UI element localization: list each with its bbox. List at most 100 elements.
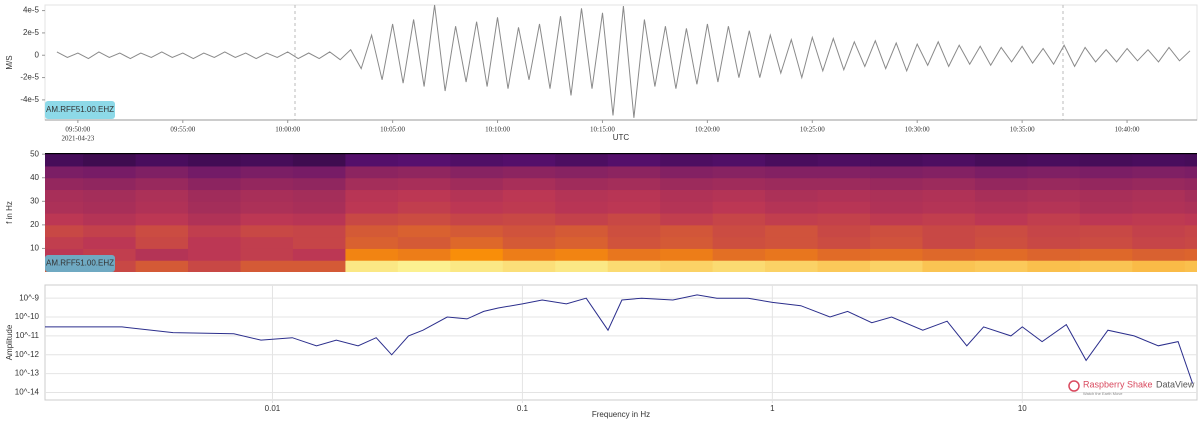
heat-cell xyxy=(922,177,976,191)
heat-cell xyxy=(450,201,504,214)
heat-cell xyxy=(83,165,137,179)
heat-cell xyxy=(1132,177,1186,191)
brand-name: Raspberry Shake xyxy=(1083,379,1153,389)
heat-cell xyxy=(188,213,241,226)
y-axis-title: Amplitude xyxy=(5,324,14,360)
heat-cell xyxy=(712,177,766,191)
heat-cell xyxy=(135,177,189,191)
heat-cell xyxy=(922,189,976,202)
heat-cell xyxy=(870,201,923,214)
heat-cell xyxy=(974,165,1028,179)
waveform-frame xyxy=(44,4,1198,121)
heat-cell xyxy=(45,165,84,179)
heat-cell xyxy=(240,236,294,249)
heat-cell xyxy=(765,154,819,167)
heat-cell xyxy=(607,177,661,191)
heat-cell xyxy=(397,177,451,191)
y-tick-label: 10^-10 xyxy=(15,312,40,321)
series-line xyxy=(56,4,1191,118)
heat-cell xyxy=(607,165,661,179)
station-label: AM.RFF51.00.EHZ xyxy=(46,259,114,268)
y-tick-label: 50 xyxy=(30,149,39,158)
heat-cell xyxy=(135,260,189,272)
heat-cell xyxy=(660,154,714,167)
heat-cell xyxy=(240,224,294,238)
heat-cell xyxy=(83,177,137,191)
heat-cell xyxy=(765,213,819,226)
spectrogram-axis: 10 20 30 40 50 f in Hz xyxy=(5,149,45,253)
heat-cell xyxy=(712,224,766,238)
heat-cell xyxy=(240,154,294,167)
station-badge xyxy=(45,101,115,119)
heat-cell xyxy=(607,260,661,272)
heat-cell xyxy=(870,236,923,249)
heat-cell xyxy=(345,189,399,202)
heat-cell xyxy=(1184,236,1197,249)
heat-cell xyxy=(607,224,661,238)
heat-cell xyxy=(45,154,84,167)
heat-cell xyxy=(240,248,294,261)
heat-cell xyxy=(1079,248,1133,261)
heat-cell xyxy=(1079,165,1133,179)
heat-cell xyxy=(974,201,1028,214)
heat-cell xyxy=(712,236,766,249)
heat-cell xyxy=(974,224,1028,238)
heat-cell xyxy=(188,260,241,272)
heat-cell xyxy=(817,154,871,167)
heat-cell xyxy=(83,154,137,167)
heat-cell xyxy=(83,236,137,249)
heat-cell xyxy=(974,236,1028,249)
heat-cell xyxy=(1184,213,1197,226)
heat-cell xyxy=(1184,224,1197,238)
heat-cell xyxy=(188,236,241,249)
heat-cell xyxy=(765,177,819,191)
heat-cell xyxy=(555,154,609,167)
heat-cell xyxy=(397,260,451,272)
heat-cell xyxy=(502,189,556,202)
heat-cell xyxy=(1027,165,1081,179)
heat-cell xyxy=(45,177,84,191)
heat-cell xyxy=(922,201,976,214)
heat-cell xyxy=(922,236,976,249)
heat-cell xyxy=(607,248,661,261)
heat-cell xyxy=(1132,236,1186,249)
spectrum-frame xyxy=(44,284,1198,401)
heat-cell xyxy=(135,165,189,179)
heat-cell xyxy=(345,260,399,272)
heat-cell xyxy=(1184,260,1197,272)
y-axis-title: f in Hz xyxy=(5,201,14,224)
heat-cell xyxy=(135,154,189,167)
heat-cell xyxy=(712,201,766,214)
heat-cell xyxy=(1027,189,1081,202)
heat-cell xyxy=(974,154,1028,167)
heat-cell xyxy=(974,248,1028,261)
heat-cell xyxy=(135,236,189,249)
heat-cell xyxy=(240,189,294,202)
heat-cell xyxy=(1132,260,1186,272)
heat-cell xyxy=(292,165,346,179)
heat-cell xyxy=(345,165,399,179)
heat-cell xyxy=(712,165,766,179)
y-tick-label: 40 xyxy=(30,173,39,182)
heat-cell xyxy=(1079,177,1133,191)
heat-cell xyxy=(765,165,819,179)
y-tick-label: 10 xyxy=(30,244,39,253)
heat-cell xyxy=(188,154,241,167)
station-label: AM.RFF51.00.EHZ xyxy=(46,105,114,114)
heat-cell xyxy=(660,260,714,272)
heat-cell xyxy=(450,248,504,261)
heat-cell xyxy=(345,201,399,214)
heat-cell xyxy=(1132,154,1186,167)
heat-cell xyxy=(765,248,819,261)
heat-cell xyxy=(922,165,976,179)
heat-cell xyxy=(555,201,609,214)
x-tick-label: 10:10:00 xyxy=(485,126,510,134)
heat-cell xyxy=(817,248,871,261)
heat-cell xyxy=(607,213,661,226)
heat-cell xyxy=(1079,236,1133,249)
heat-cell xyxy=(240,213,294,226)
heat-cell xyxy=(1184,165,1197,179)
heat-cell xyxy=(1079,201,1133,214)
x-tick-label: 0.01 xyxy=(265,404,281,413)
x-tick-label: 09:50:00 xyxy=(65,126,90,134)
